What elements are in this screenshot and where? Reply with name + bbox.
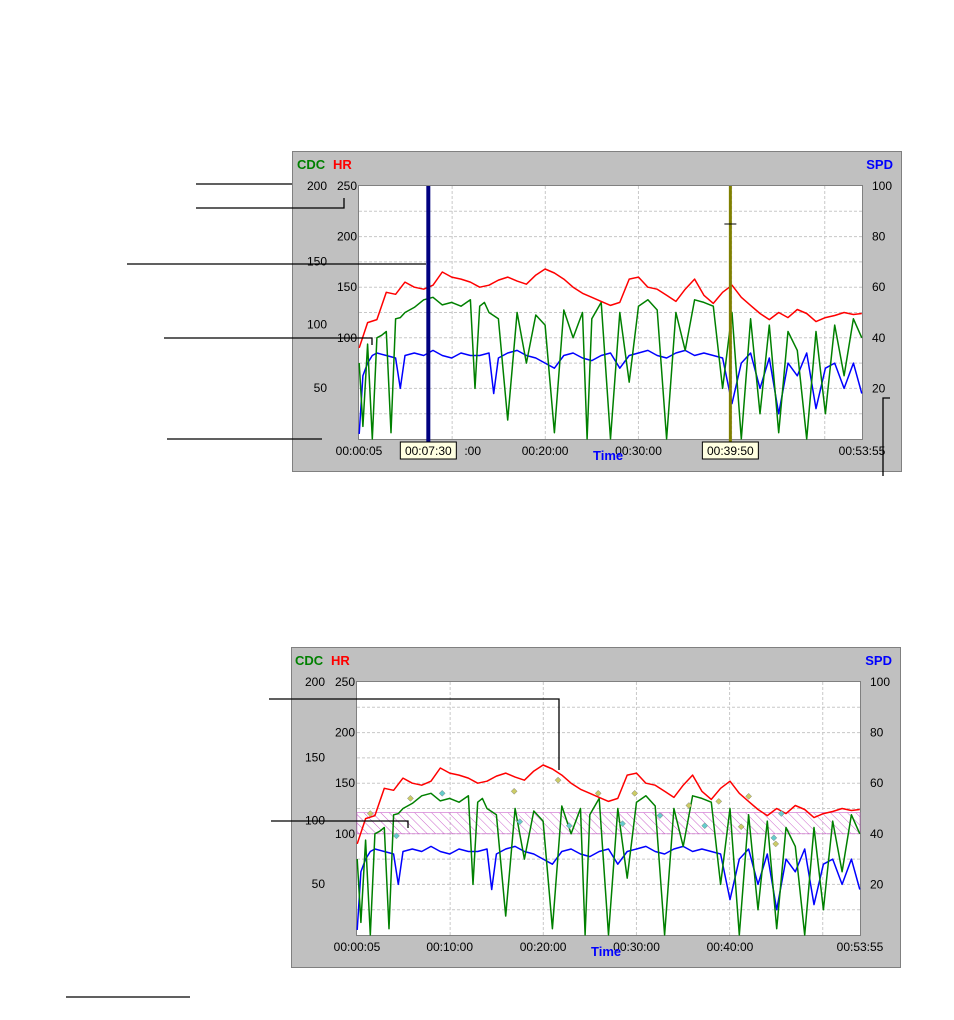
spd-tick-label: 40 [870, 827, 884, 841]
time-tick-label: 00:53:55 [839, 444, 886, 458]
spd-axis-title: SPD [866, 157, 893, 172]
right-axis-ticks: 100 80 60 40 20 [870, 675, 890, 891]
cdc-tick-label: 50 [314, 381, 328, 395]
hr-tick-label: 150 [337, 280, 357, 294]
hr-axis-title: HR [333, 157, 352, 172]
cdc-tick-label: 150 [307, 254, 327, 268]
left-axis-ticks: 200 150 100 50 250 200 150 100 [307, 179, 357, 395]
x-axis-title: Time [593, 448, 624, 463]
time-tick-label: 00:20:00 [522, 444, 569, 458]
time-tick-label-partial: :00 [464, 444, 481, 458]
lap-marker [438, 789, 446, 797]
lap-marker [366, 810, 374, 817]
time-tick-label: 00:20:00 [520, 940, 567, 954]
hr-zone-band [356, 812, 861, 835]
lap-marker [715, 798, 723, 805]
spd-tick-label: 20 [872, 381, 886, 395]
cursor-time-tooltip-label: 00:39:50 [707, 444, 754, 458]
lap-marker [393, 832, 400, 840]
lap-marker [656, 812, 664, 819]
cdc-tick-label: 100 [305, 814, 325, 828]
cursor-time-tooltip-label: 00:07:30 [405, 444, 452, 458]
spd-tick-label: 60 [870, 776, 884, 790]
cdc-tick-label: 100 [307, 318, 327, 332]
hr-tick-label: 100 [335, 827, 355, 841]
x-axis-title: Time [591, 944, 622, 959]
time-tick-label: 00:30:00 [615, 444, 662, 458]
hr-tick-label: 150 [335, 776, 355, 790]
time-tick-label: 00:40:00 [707, 940, 754, 954]
time-tick-label: 00:10:00 [426, 940, 473, 954]
lap-marker [619, 820, 626, 828]
chart-svg: 200 150 100 50 250 200 150 100 100 80 60 40 20 00:00:… [305, 675, 890, 954]
lap-marker [631, 789, 639, 797]
left-axis-ticks: 200 150 100 50 250 200 150 100 [305, 675, 355, 891]
hr-axis-title: HR [331, 653, 350, 668]
chart-panel-top: CDC HR SPD 200 150 100 50 250 200 150 100 100 80 6… [292, 151, 902, 472]
lap-marker [685, 802, 693, 809]
lap-marker [777, 810, 785, 817]
lap-marker [745, 793, 752, 800]
series-hr-line [358, 268, 862, 349]
x-axis-ticks: 00:00:05 00:10:00 00:20:00 00:30:00 00:40:00… [334, 940, 884, 954]
hr-tick-label: 200 [337, 230, 357, 244]
time-tick-label: 00:00:05 [334, 940, 381, 954]
gridlines [359, 186, 862, 439]
chart-panel-bottom: CDC HR SPD 200 150 100 50 250 200 150 100 100 80 6… [291, 647, 901, 968]
cursor-time-tooltip [399, 441, 457, 460]
lap-marker [701, 822, 709, 830]
lap-marker [510, 787, 518, 795]
lap-marker [554, 776, 562, 784]
spd-tick-label: 60 [872, 280, 886, 294]
series-cdc-line [358, 296, 863, 440]
cdc-tick-label: 50 [312, 877, 326, 891]
lap-marker [770, 834, 778, 842]
spd-tick-label: 100 [872, 179, 892, 193]
time-tick-label: 00:30:00 [613, 940, 660, 954]
cdc-axis-title: CDC [297, 157, 326, 172]
spd-tick-label: 20 [870, 877, 884, 891]
lap-marker [737, 823, 745, 831]
lap-marker [565, 822, 573, 830]
series-spd-line [358, 349, 863, 434]
cdc-tick-label: 200 [305, 675, 325, 689]
hr-tick-label: 250 [335, 675, 355, 689]
spd-axis-title: SPD [865, 653, 892, 668]
lap-marker [516, 818, 524, 826]
time-tick-label: 00:53:55 [837, 940, 884, 954]
cdc-axis-title: CDC [295, 653, 324, 668]
gridlines [357, 682, 860, 935]
lap-marker [594, 789, 602, 797]
right-axis-ticks: 100 80 60 40 20 [872, 179, 892, 395]
spd-tick-label: 40 [872, 331, 886, 345]
series-spd-line [356, 845, 861, 930]
spd-tick-label: 100 [870, 675, 890, 689]
hr-tick-label: 250 [337, 179, 357, 193]
time-tick-label: 00:00:05 [336, 444, 383, 458]
series-cdc-line [356, 792, 861, 936]
lap-marker [407, 795, 414, 802]
lap-marker [772, 840, 780, 848]
cursor-time-tooltip [701, 441, 759, 460]
cdc-tick-label: 150 [305, 750, 325, 764]
spd-tick-label: 80 [870, 726, 884, 740]
spd-tick-label: 80 [872, 230, 886, 244]
cdc-tick-label: 200 [307, 179, 327, 193]
chart-svg: 200 150 100 50 250 200 150 100 100 80 60 40 20 00:00:… [307, 179, 892, 460]
hr-tick-label: 100 [337, 331, 357, 345]
hr-tick-label: 200 [335, 726, 355, 740]
